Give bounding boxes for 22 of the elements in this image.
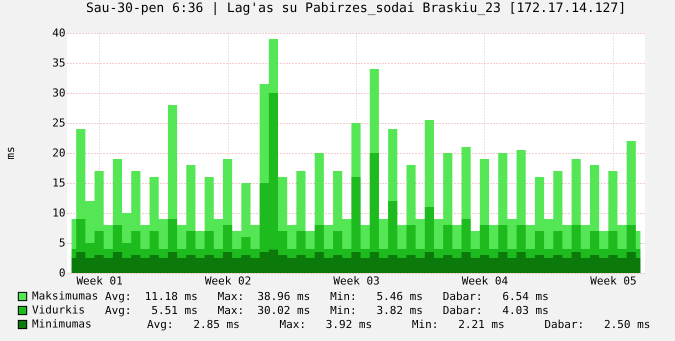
legend-label: Minimumas	[32, 318, 92, 330]
y-tick-label: 20	[52, 146, 66, 160]
y-tick-label: 30	[52, 86, 66, 100]
chart-title: Sau-30-pen 6:36 | Lag'as su Pabirzes_sodai Braskiu_23 [172.17.14.127]	[86, 1, 626, 16]
text: Avg: 5.51 ms Max: 30.02 ms Min: 3.82 ms Dabar: 4.03 ms	[105, 304, 549, 317]
y-tick-label: 0	[58, 266, 66, 280]
y-tick-label: 10	[52, 206, 66, 220]
y-tick-label: 35	[52, 56, 66, 70]
y-tick-label: 15	[52, 176, 66, 190]
y-tick-label: 25	[52, 116, 66, 130]
legend-label: Maksimumas	[32, 290, 98, 302]
x-tick-label: Week 04	[462, 274, 508, 288]
text: Avg: 11.18 ms Max: 38.96 ms Min: 5.46 ms Dabar: 6.54 ms	[105, 290, 549, 303]
x-tick-label: Week 05	[590, 274, 637, 288]
x-tick-label: Week 01	[76, 274, 123, 288]
legend-label: Vidurkis	[32, 304, 85, 316]
x-tick-label: Week 03	[333, 274, 380, 288]
y-tick-label: 40	[52, 26, 66, 40]
y-tick-label: 5	[58, 236, 66, 250]
x-tick-label: Week 02	[204, 274, 252, 288]
text: Avg: 2.85 ms Max: 3.92 ms Min: 2.21 ms Dabar: 2.50 ms	[147, 318, 650, 331]
y-axis-title: ms	[4, 146, 17, 160]
